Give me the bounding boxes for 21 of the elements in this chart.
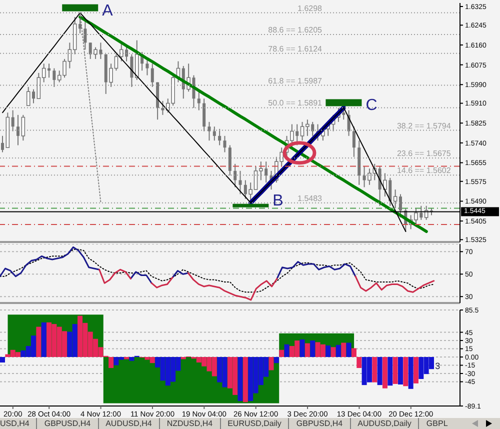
annotation: C xyxy=(366,97,378,114)
text: NZDUSD,H4 xyxy=(158,418,220,429)
text: EURUSD,Daily xyxy=(220,418,288,429)
annotation: A xyxy=(102,2,114,20)
text: USD,H4 xyxy=(0,418,30,429)
text: AUDUSD,H4 xyxy=(98,418,159,429)
ref-line-label: 14.6 == 1.5602 xyxy=(396,166,452,176)
ref-line-label: 1.5483 xyxy=(298,194,323,203)
ref-line-label: 50.0 == 1.5891 xyxy=(268,98,323,108)
ref-line-label: 1.6298 xyxy=(298,4,323,13)
text: GBPUSD,H4 xyxy=(288,418,350,429)
annotation: 3 xyxy=(435,360,440,371)
text: AUDUSD,Daily xyxy=(350,418,418,429)
ref-line-label: 78.6 == 1.6124 xyxy=(268,44,323,54)
ref-line-label: 38.2 == 1.5794 xyxy=(396,121,452,130)
text: GBPUSD,H4 xyxy=(36,418,98,429)
ref-line-label: 61.8 == 1.5987 xyxy=(268,76,323,86)
ref-line-label: 23.6 == 1.5675 xyxy=(396,149,452,158)
annotation: B xyxy=(272,192,284,210)
text: GBPL xyxy=(418,418,455,429)
ref-line-label: 88.6 == 1.6205 xyxy=(268,25,323,34)
